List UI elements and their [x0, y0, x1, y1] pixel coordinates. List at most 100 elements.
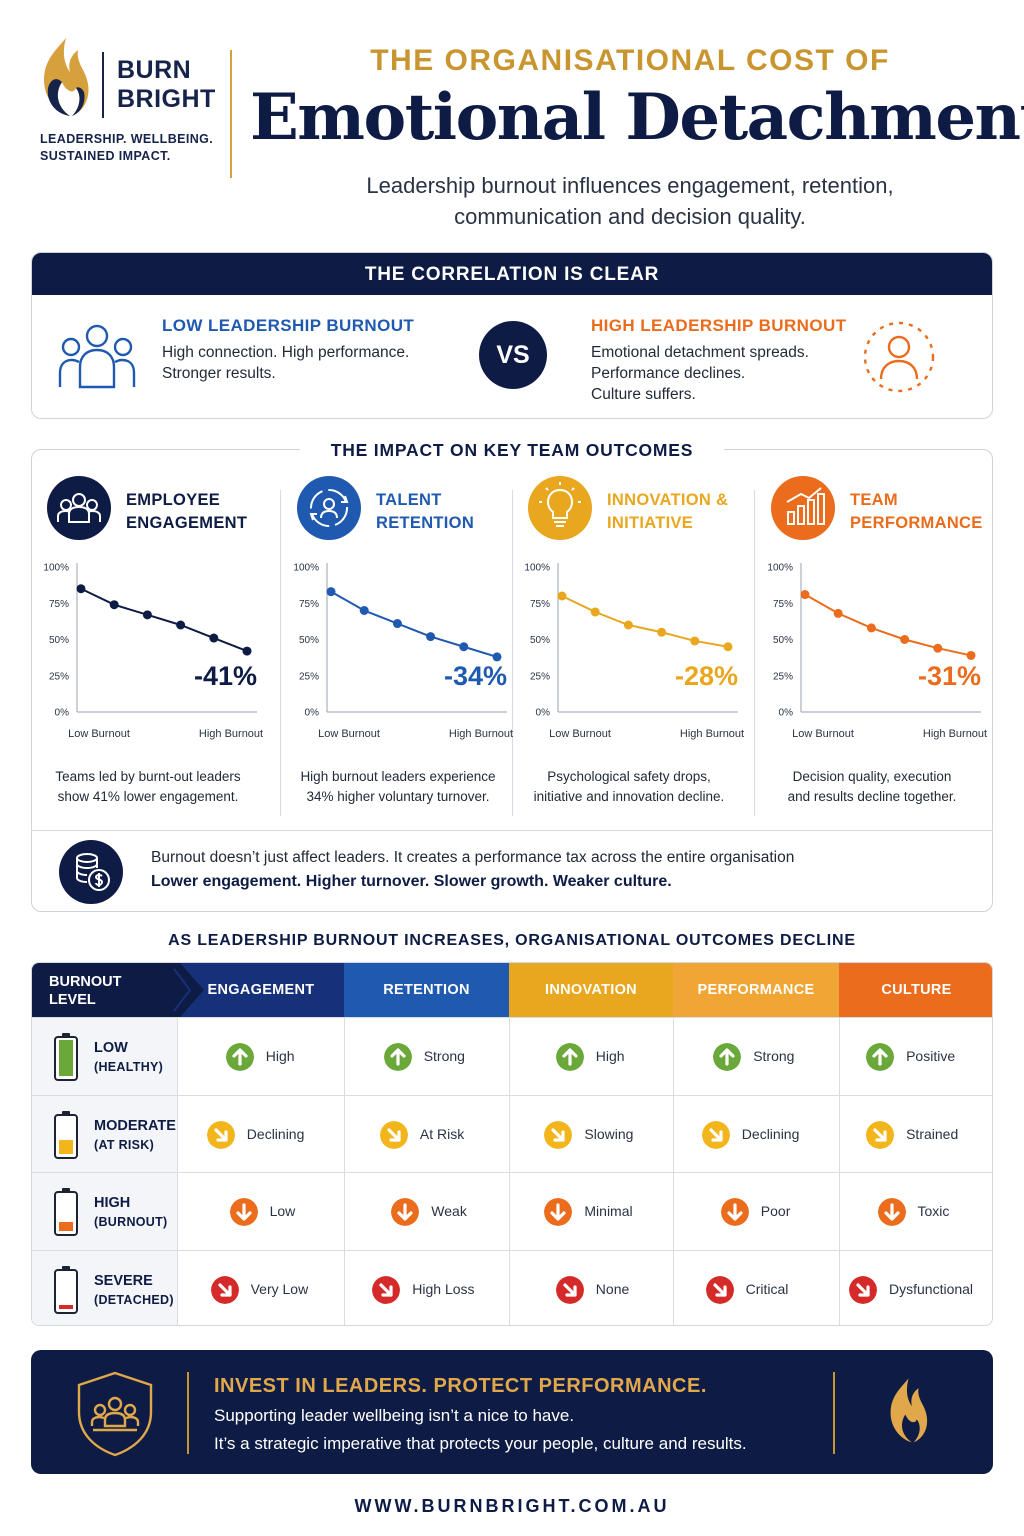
x-label-high-burnout: High Burnout: [923, 728, 987, 740]
data-point: [933, 643, 943, 653]
outcome-cell: High: [509, 1018, 673, 1095]
outcome-value: Low: [269, 1203, 296, 1219]
y-tick-label: 100%: [524, 563, 550, 574]
lightbulb-icon: [528, 476, 592, 540]
innovation-line-chart: 100% 75% 50% 25% 0% Low Burnout High Burnout -2…: [524, 563, 744, 741]
burnout-level-name: MODERATE: [94, 1117, 176, 1134]
outcome-value: Declining: [246, 1125, 305, 1142]
shield-people-icon: [77, 1371, 153, 1457]
arrow-down-right-icon: [544, 1120, 573, 1149]
column-header-retention: RETENTION: [344, 963, 509, 1017]
y-tick-label: 25%: [299, 671, 319, 682]
correlation-box: THE CORRELATION IS CLEAR LOW LEADERSHIP …: [31, 252, 993, 419]
change-percent-label: -31%: [918, 661, 981, 691]
outcome-cell: High Loss: [344, 1251, 509, 1326]
arrow-down-right-icon: [372, 1275, 401, 1304]
brand-name[interactable]: BURN BRIGHT: [117, 56, 216, 114]
data-point: [242, 646, 252, 656]
vs-badge: VS: [479, 321, 547, 389]
outcome-value: At Risk: [419, 1125, 465, 1142]
x-label-low-burnout: Low Burnout: [792, 728, 854, 740]
y-tick-label: 25%: [49, 671, 69, 682]
arrow-down-icon: [544, 1198, 573, 1226]
retention-line-chart: 100% 75% 50% 25% 0% Low Burnout High Burnout -3…: [293, 563, 513, 741]
panel-caption: Decision quality, execution and results …: [759, 767, 985, 806]
coins-dollar-icon: [59, 840, 123, 904]
y-tick-label: 0%: [55, 708, 70, 719]
y-tick-label: 0%: [305, 708, 320, 719]
high-burnout-title: HIGH LEADERSHIP BURNOUT: [591, 316, 847, 335]
panel-title-line1: EMPLOYEE: [126, 491, 221, 509]
outcome-value: Dysfunctional: [889, 1280, 974, 1297]
data-point: [723, 642, 733, 652]
arrow-down-right-icon: [866, 1120, 895, 1149]
outcome-value: None: [595, 1280, 630, 1297]
cta-line1: Supporting leader wellbeing isn’t a nice…: [214, 1406, 575, 1425]
low-burnout-line2: Stronger results.: [162, 365, 276, 382]
outcome-cell: High: [178, 1018, 344, 1095]
change-percent-label: -34%: [444, 661, 507, 691]
burnout-level-sub: (AT RISK): [94, 1137, 155, 1152]
column-header-engagement: ENGAGEMENT: [178, 963, 344, 1017]
y-tick-label: 50%: [530, 635, 550, 646]
fading-person-icon: [863, 321, 935, 393]
cta-line2: It’s a strategic imperative that protect…: [214, 1434, 747, 1453]
y-tick-label: 0%: [536, 708, 551, 719]
outcome-cell: Toxic: [839, 1173, 992, 1250]
caption-line1: High burnout leaders experience: [300, 769, 496, 784]
data-point: [800, 590, 810, 600]
cta-divider: [187, 1372, 189, 1454]
data-point: [359, 606, 369, 615]
outcome-cell: Very Low: [178, 1251, 344, 1326]
outcome-value: Positive: [906, 1048, 956, 1064]
table-title: AS LEADERSHIP BURNOUT INCREASES, ORGANIS…: [168, 932, 856, 949]
y-tick-label: 0%: [779, 708, 794, 719]
series-line: [804, 593, 972, 657]
caption-line2: and results decline together.: [787, 788, 957, 804]
outcome-value: Strong: [753, 1048, 795, 1064]
data-point: [109, 600, 119, 610]
panel-title-line2: RETENTION: [376, 514, 475, 532]
change-percent-label: -41%: [194, 661, 257, 691]
people-cycle-icon: [297, 476, 361, 540]
column-divider: [839, 1017, 840, 1325]
data-point: [690, 636, 700, 646]
arrow-down-right-icon: [701, 1120, 730, 1149]
panel-title: INNOVATION & INITIATIVE: [607, 489, 728, 535]
x-label-low-burnout: Low Burnout: [549, 728, 611, 740]
column-divider: [509, 1017, 510, 1325]
header-divider: [230, 50, 232, 178]
panel-separator: [280, 490, 281, 816]
caption-line1: Decision quality, execution: [792, 769, 952, 784]
battery-icon: [54, 1110, 78, 1159]
panel-title: TEAM PERFORMANCE: [850, 489, 983, 535]
website-url[interactable]: WWW.BURNBRIGHT.COM.AU: [354, 1496, 670, 1516]
cta-divider: [833, 1372, 835, 1454]
caption-line1: Teams led by burnt-out leaders: [55, 769, 241, 784]
outcome-value: Critical: [745, 1280, 789, 1297]
flame-icon: [890, 1378, 928, 1443]
y-tick-label: 75%: [299, 599, 319, 610]
panel-title-line2: INITIATIVE: [607, 514, 694, 532]
panel-team-performance: TEAM PERFORMANCE 100% 75% 50% 25% 0% Low Burn…: [755, 449, 987, 809]
data-point: [557, 591, 567, 601]
column-divider: [673, 1017, 674, 1325]
brand-divider: [102, 52, 104, 118]
caption-line2: initiative and innovation decline.: [533, 788, 725, 804]
series-line: [80, 587, 248, 653]
brand-name-line1: BURN: [117, 56, 192, 84]
table-row: LOW (HEALTHY) High Strong High Strong Positive: [32, 1017, 992, 1095]
outcome-value: High Loss: [412, 1280, 475, 1297]
brand-name-line2: BRIGHT: [117, 85, 216, 113]
outcome-value: High: [595, 1048, 625, 1064]
high-burnout-line3: Culture suffers.: [591, 386, 696, 403]
y-tick-label: 25%: [773, 671, 793, 682]
arrow-down-icon: [391, 1198, 420, 1226]
panel-caption: Psychological safety drops, initiative a…: [516, 767, 742, 806]
data-point: [590, 607, 600, 617]
performance-line-chart: 100% 75% 50% 25% 0% Low Burnout High Burnout -3…: [767, 563, 987, 741]
table-row: SEVERE (DETACHED) Very Low High Loss None Cri…: [32, 1249, 992, 1326]
data-point: [392, 619, 402, 629]
burnout-level-sub: (DETACHED): [94, 1292, 174, 1307]
low-burnout-line1: High connection. High performance.: [162, 344, 410, 361]
